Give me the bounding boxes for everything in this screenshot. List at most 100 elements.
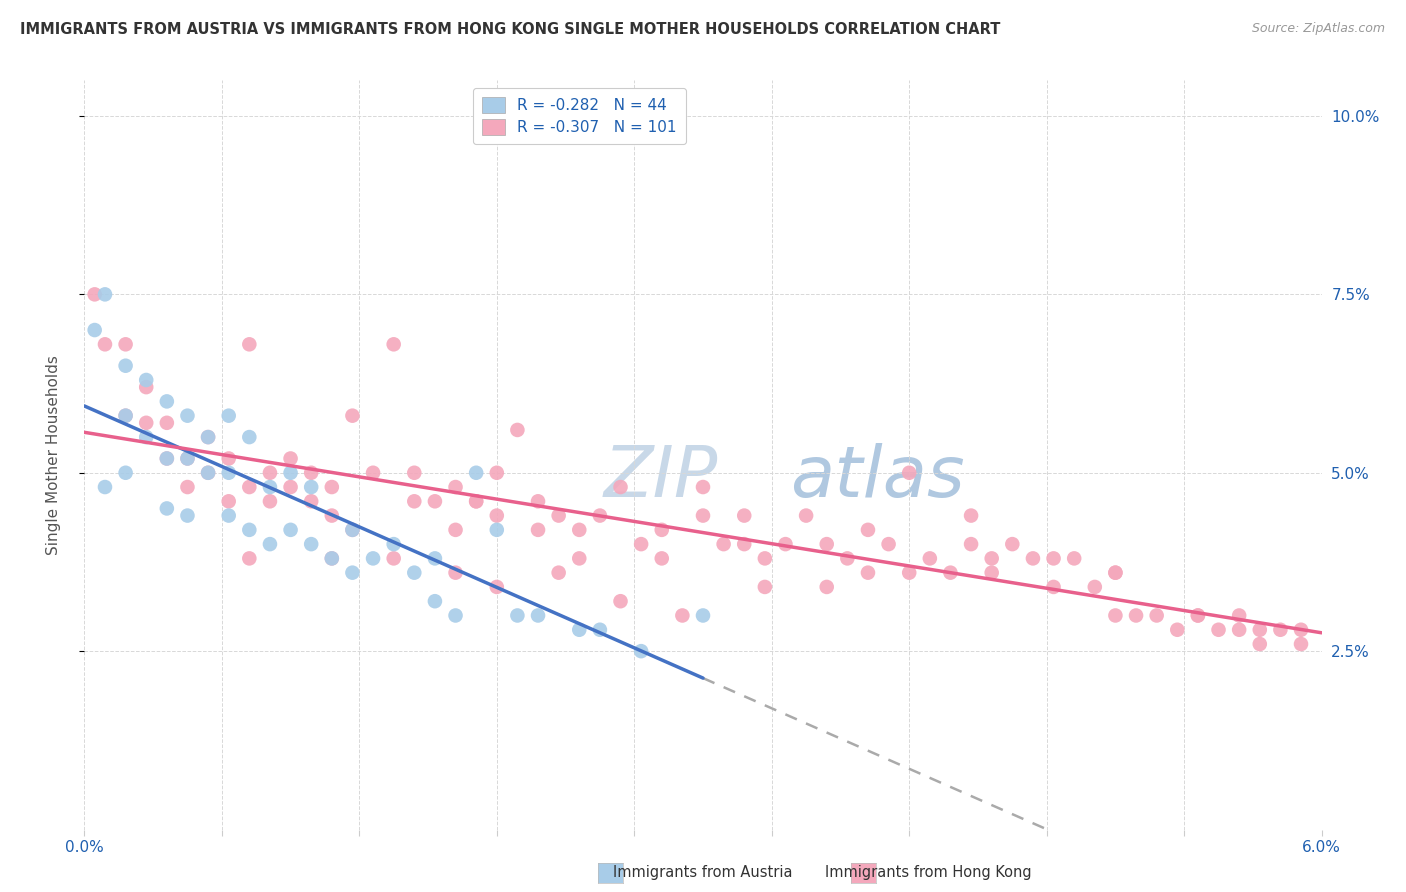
- Point: [238, 551, 260, 566]
- Point: [568, 523, 591, 537]
- Point: [444, 523, 467, 537]
- Point: [1187, 608, 1209, 623]
- Point: [794, 508, 817, 523]
- Point: [877, 537, 900, 551]
- Point: [506, 423, 529, 437]
- Point: [1289, 623, 1312, 637]
- Point: [815, 537, 838, 551]
- Point: [775, 537, 797, 551]
- Point: [630, 537, 652, 551]
- Point: [609, 480, 631, 494]
- Point: [733, 537, 755, 551]
- Point: [1104, 566, 1126, 580]
- Point: [692, 608, 714, 623]
- Point: [156, 416, 179, 430]
- Point: [321, 480, 343, 494]
- Point: [238, 480, 260, 494]
- Point: [423, 551, 446, 566]
- Text: Immigrants from Austria: Immigrants from Austria: [613, 865, 793, 880]
- Point: [589, 623, 612, 637]
- Point: [1001, 537, 1024, 551]
- Point: [568, 551, 591, 566]
- Point: [1104, 608, 1126, 623]
- Point: [218, 451, 240, 466]
- Text: atlas: atlas: [790, 443, 965, 512]
- Point: [321, 508, 343, 523]
- Point: [83, 323, 105, 337]
- Point: [1208, 623, 1230, 637]
- Point: [444, 608, 467, 623]
- Point: [547, 566, 569, 580]
- Point: [382, 551, 405, 566]
- Point: [527, 608, 550, 623]
- Point: [856, 566, 879, 580]
- Point: [671, 608, 693, 623]
- Point: [1022, 551, 1045, 566]
- Point: [754, 580, 776, 594]
- Point: [651, 551, 673, 566]
- Point: [589, 508, 612, 523]
- Point: [321, 551, 343, 566]
- Point: [238, 430, 260, 444]
- Point: [342, 523, 364, 537]
- Point: [423, 494, 446, 508]
- Point: [837, 551, 859, 566]
- Point: [568, 623, 591, 637]
- Point: [1104, 566, 1126, 580]
- Point: [114, 409, 136, 423]
- Point: [898, 466, 921, 480]
- Point: [259, 537, 281, 551]
- Point: [299, 494, 322, 508]
- Point: [259, 480, 281, 494]
- Point: [135, 373, 157, 387]
- Point: [1063, 551, 1085, 566]
- Point: [382, 537, 405, 551]
- Point: [197, 430, 219, 444]
- Point: [485, 580, 508, 594]
- Point: [609, 594, 631, 608]
- Point: [197, 430, 219, 444]
- Point: [527, 523, 550, 537]
- Point: [1227, 623, 1250, 637]
- Point: [754, 551, 776, 566]
- Point: [259, 494, 281, 508]
- Point: [1042, 551, 1064, 566]
- Point: [980, 566, 1002, 580]
- Point: [651, 523, 673, 537]
- Point: [83, 287, 105, 301]
- Point: [485, 466, 508, 480]
- Point: [980, 551, 1002, 566]
- Point: [506, 608, 529, 623]
- Point: [692, 480, 714, 494]
- Point: [176, 409, 198, 423]
- Point: [176, 508, 198, 523]
- Point: [713, 537, 735, 551]
- Point: [156, 501, 179, 516]
- Point: [94, 337, 117, 351]
- Point: [280, 466, 302, 480]
- Point: [321, 551, 343, 566]
- Point: [485, 508, 508, 523]
- Point: [465, 494, 488, 508]
- Point: [1227, 608, 1250, 623]
- Point: [218, 409, 240, 423]
- Point: [280, 451, 302, 466]
- Point: [404, 566, 426, 580]
- Point: [299, 466, 322, 480]
- Point: [547, 508, 569, 523]
- Point: [1187, 608, 1209, 623]
- Point: [135, 430, 157, 444]
- Point: [197, 466, 219, 480]
- Point: [960, 537, 983, 551]
- Point: [238, 337, 260, 351]
- Point: [1289, 637, 1312, 651]
- Point: [856, 523, 879, 537]
- Point: [1042, 580, 1064, 594]
- Point: [404, 494, 426, 508]
- Point: [918, 551, 941, 566]
- Point: [156, 451, 179, 466]
- Point: [465, 466, 488, 480]
- Point: [361, 551, 384, 566]
- Point: [361, 466, 384, 480]
- Point: [1249, 623, 1271, 637]
